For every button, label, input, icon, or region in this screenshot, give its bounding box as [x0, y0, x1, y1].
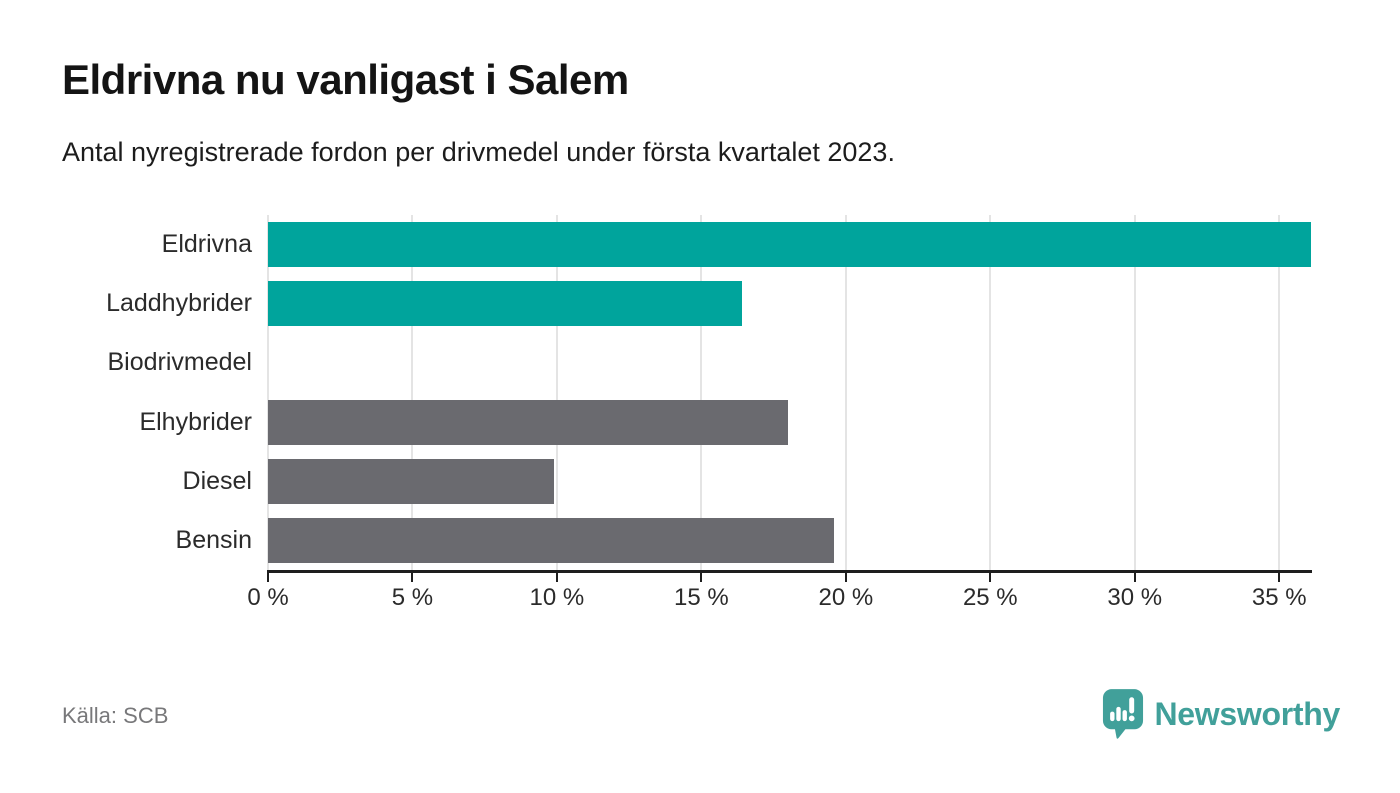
x-axis-tick-label-5: 5 %: [391, 584, 434, 611]
x-axis-tick-30: [1133, 573, 1136, 582]
chart-title: Eldrivna nu vanligast i Salem: [62, 56, 629, 103]
x-axis-tick-20: [844, 573, 847, 582]
x-axis-tick-label-15: 15 %: [674, 584, 729, 611]
newsworthy-logo: Newsworthy: [1102, 688, 1341, 740]
speech-bubble-bar-chart-icon: [1102, 688, 1144, 740]
x-axis-tick-label-0: 0 %: [247, 584, 289, 611]
gridline-15: [700, 215, 703, 570]
gridline-10: [555, 215, 558, 570]
x-axis-tick-25: [989, 573, 992, 582]
x-axis-tick-15: [700, 573, 703, 582]
gridline-5: [411, 215, 414, 570]
category-label-bensin: Bensin: [175, 525, 252, 554]
x-axis-line: [267, 570, 1312, 573]
x-axis-tick-label-20: 20 %: [818, 584, 874, 611]
gridline-35: [1278, 215, 1281, 570]
gridline-30: [1133, 215, 1136, 570]
category-label-diesel: Diesel: [182, 466, 252, 495]
x-axis-tick-5: [411, 573, 414, 582]
x-axis-tick-35: [1278, 573, 1281, 582]
gridline-0: [267, 215, 269, 570]
chart-subtitle: Antal nyregistrerade fordon per drivmede…: [62, 137, 895, 167]
bar-bensin: [268, 517, 835, 563]
category-label-elhybrider: Elhybrider: [139, 407, 252, 436]
gridline-25: [989, 215, 992, 570]
gridline-20: [844, 215, 847, 570]
bar-diesel: [268, 458, 555, 504]
x-axis-tick-label-35: 35 %: [1251, 584, 1307, 611]
x-axis-tick-label-25: 25 %: [962, 584, 1018, 611]
plot-area: Eldrivna Laddhybrider Biodrivmedel Elhybrid…: [106, 215, 1312, 611]
category-label-eldrivna: Eldrivna: [161, 230, 252, 259]
category-label-biodrivmedel: Biodrivmedel: [107, 348, 252, 377]
bar-elhybrider: [268, 399, 789, 445]
category-label-laddhybrider: Laddhybrider: [106, 289, 252, 318]
brand-wordmark: Newsworthy: [1154, 695, 1341, 732]
source-label: Källa: SCB: [62, 703, 169, 728]
bar-eldrivna: [268, 222, 1311, 267]
x-axis-tick-label-10: 10 %: [529, 584, 585, 611]
x-axis-tick-0: [267, 573, 269, 582]
x-axis-tick-label-30: 30 %: [1107, 584, 1163, 611]
x-axis-tick-10: [555, 573, 558, 582]
bar-laddhybrider: [268, 281, 742, 327]
